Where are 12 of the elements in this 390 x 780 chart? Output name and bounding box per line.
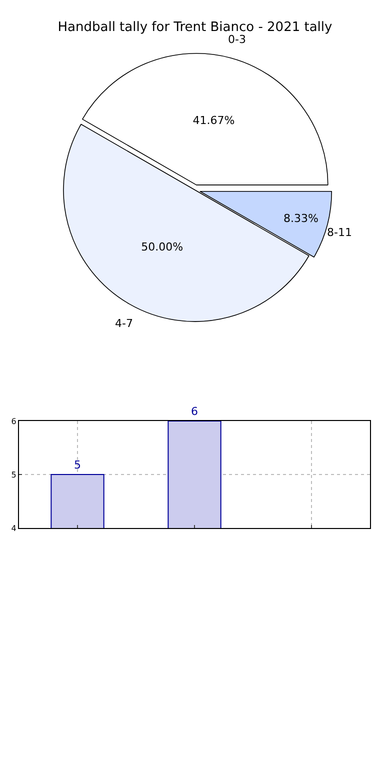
data-label: 41.67% — [192, 114, 235, 127]
slice-label: 8-11 — [327, 226, 352, 239]
slice-label: 4-7 — [115, 317, 133, 330]
y-tick-label: 4 — [11, 524, 16, 533]
data-label: 50.00% — [141, 240, 184, 254]
slice-label: 0-3 — [228, 33, 246, 46]
chart-title: Handball tally for Trent Bianco - 2021 tally — [58, 20, 333, 36]
data-label: 5 — [74, 458, 81, 472]
y-tick-label: 5 — [11, 470, 16, 480]
data-label: 6 — [191, 405, 198, 418]
data-label: 8.33% — [284, 212, 319, 225]
y-tick-label: 6 — [11, 416, 16, 426]
